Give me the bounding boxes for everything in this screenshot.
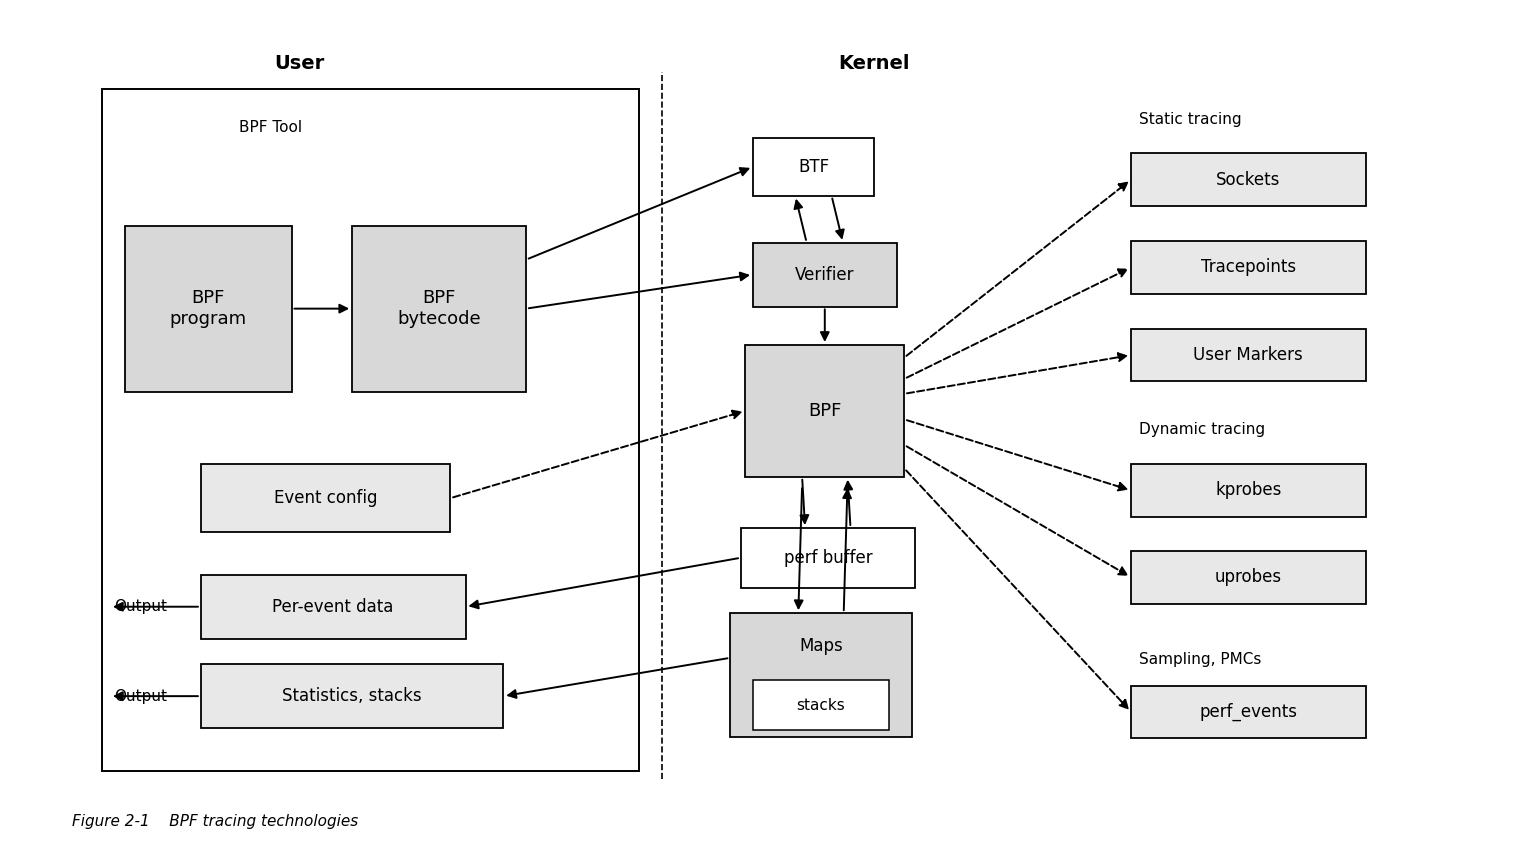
FancyBboxPatch shape xyxy=(201,464,450,532)
FancyBboxPatch shape xyxy=(125,225,292,391)
Text: uprobes: uprobes xyxy=(1215,568,1282,587)
Text: perf buffer: perf buffer xyxy=(783,549,872,567)
Text: BPF
bytecode: BPF bytecode xyxy=(397,289,481,328)
Text: Verifier: Verifier xyxy=(795,266,855,284)
FancyBboxPatch shape xyxy=(1132,241,1366,294)
FancyBboxPatch shape xyxy=(753,243,897,306)
FancyBboxPatch shape xyxy=(1132,329,1366,382)
Text: BPF
program: BPF program xyxy=(170,289,246,328)
Text: Statistics, stacks: Statistics, stacks xyxy=(283,687,421,705)
Text: Kernel: Kernel xyxy=(838,54,910,73)
Text: Event config: Event config xyxy=(274,489,377,507)
Text: Output: Output xyxy=(114,689,167,703)
FancyBboxPatch shape xyxy=(741,528,914,587)
Text: perf_events: perf_events xyxy=(1200,703,1297,721)
Text: User Markers: User Markers xyxy=(1194,346,1303,364)
FancyBboxPatch shape xyxy=(745,345,903,476)
FancyBboxPatch shape xyxy=(1132,551,1366,604)
Text: BTF: BTF xyxy=(799,158,829,175)
Text: Output: Output xyxy=(114,599,167,614)
FancyBboxPatch shape xyxy=(102,89,639,771)
Text: Sockets: Sockets xyxy=(1217,170,1281,188)
FancyBboxPatch shape xyxy=(1132,153,1366,206)
Text: Tracepoints: Tracepoints xyxy=(1200,258,1296,276)
Text: Maps: Maps xyxy=(799,637,843,655)
Text: Figure 2-1    BPF tracing technologies: Figure 2-1 BPF tracing technologies xyxy=(71,814,359,829)
Text: Dynamic tracing: Dynamic tracing xyxy=(1139,422,1265,438)
Text: Sampling, PMCs: Sampling, PMCs xyxy=(1139,653,1261,667)
Text: User: User xyxy=(274,54,324,73)
FancyBboxPatch shape xyxy=(351,225,526,391)
Text: BPF: BPF xyxy=(808,402,841,420)
FancyBboxPatch shape xyxy=(1132,685,1366,738)
Text: stacks: stacks xyxy=(797,697,846,713)
FancyBboxPatch shape xyxy=(753,680,890,730)
FancyBboxPatch shape xyxy=(201,574,465,639)
FancyBboxPatch shape xyxy=(730,613,911,737)
Text: BPF Tool: BPF Tool xyxy=(239,120,301,135)
FancyBboxPatch shape xyxy=(753,138,875,196)
Text: Static tracing: Static tracing xyxy=(1139,112,1241,126)
FancyBboxPatch shape xyxy=(201,664,503,728)
Text: Per-event data: Per-event data xyxy=(272,598,394,616)
Text: kprobes: kprobes xyxy=(1215,482,1282,500)
FancyBboxPatch shape xyxy=(1132,464,1366,517)
